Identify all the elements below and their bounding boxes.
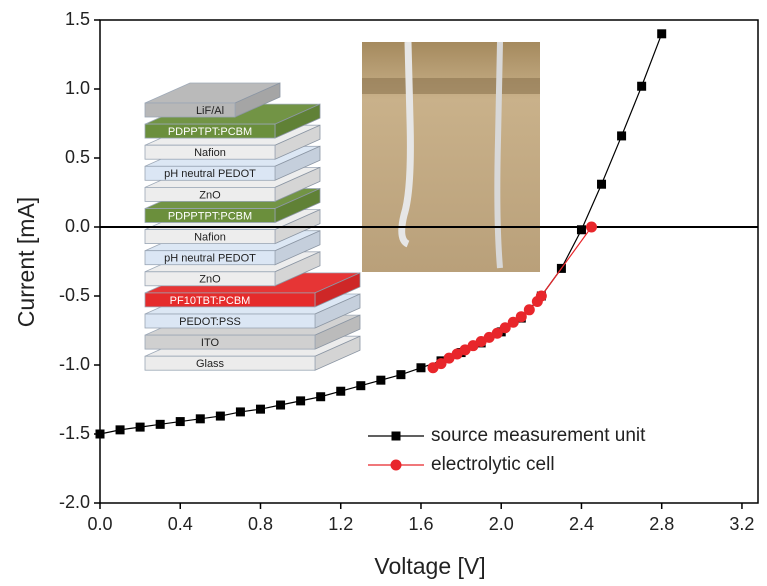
- layer-label: PEDOT:PSS: [179, 316, 241, 328]
- x-tick-label: 0.4: [168, 514, 193, 534]
- layer-front: [144, 123, 276, 139]
- data-point: [637, 81, 647, 91]
- data-point: [535, 290, 547, 302]
- x-tick-label: 1.6: [408, 514, 433, 534]
- data-point: [576, 225, 586, 235]
- x-tick-label: 2.4: [569, 514, 594, 534]
- layer-label: pH neutral PEDOT: [164, 253, 256, 265]
- data-point: [215, 411, 225, 421]
- photo-meniscus: [362, 78, 540, 94]
- layer-front: [144, 144, 276, 160]
- data-point: [235, 407, 245, 417]
- layer-front: [144, 208, 276, 223]
- y-tick-label: 0.0: [65, 216, 90, 236]
- layer-label: PF10TBT:PCBM: [170, 295, 251, 307]
- y-tick-label: -1.5: [59, 423, 90, 443]
- layer-label: Glass: [196, 358, 225, 370]
- data-point: [115, 425, 125, 435]
- x-tick-label: 2.0: [489, 514, 514, 534]
- data-point: [135, 422, 145, 432]
- device-stack: Glass ITO PEDOT:PSS PF10TBT:PCBM ZnO pH neutr…: [144, 82, 361, 371]
- layer-front: [144, 292, 316, 308]
- x-tick-label: 2.8: [649, 514, 674, 534]
- layer-front: [144, 271, 276, 287]
- layer-label: LiF/Al: [196, 105, 224, 117]
- data-point: [316, 392, 326, 402]
- data-point: [376, 375, 386, 385]
- data-point: [276, 400, 286, 410]
- data-point: [523, 304, 535, 316]
- y-tick-label: 0.5: [65, 147, 90, 167]
- y-tick-label: 1.5: [65, 9, 90, 29]
- x-tick-label: 0.0: [87, 514, 112, 534]
- y-tick-label: -0.5: [59, 285, 90, 305]
- data-point: [255, 404, 265, 414]
- data-point: [195, 414, 205, 424]
- layer-label: ZnO: [199, 274, 221, 286]
- legend-marker: [390, 459, 402, 471]
- layer-front: [144, 102, 236, 118]
- data-point: [435, 358, 447, 370]
- y-axis-label: Current [mA]: [13, 197, 39, 327]
- data-point: [491, 327, 503, 339]
- layer-front: [144, 229, 276, 245]
- layer-front: [144, 186, 276, 202]
- data-point: [499, 322, 511, 334]
- data-point: [416, 363, 426, 373]
- legend-label: electrolytic cell: [431, 454, 555, 475]
- data-point: [175, 417, 185, 427]
- layer-label: Nafion: [194, 147, 226, 159]
- y-tick-label: -1.0: [59, 354, 90, 374]
- data-point: [155, 419, 165, 429]
- x-tick-label: 3.2: [729, 514, 754, 534]
- data-point: [617, 131, 627, 141]
- data-point: [515, 311, 527, 323]
- layer-label: ITO: [201, 337, 220, 349]
- x-tick-label: 1.2: [328, 514, 353, 534]
- layer-label: PDPPTPT:PCBM: [168, 210, 252, 222]
- data-point: [336, 386, 346, 396]
- layer-front: [144, 334, 316, 350]
- electrode-wire: [494, 41, 503, 269]
- layer-label: Nafion: [194, 232, 226, 244]
- x-axis-label: Voltage [V]: [374, 553, 485, 579]
- layer-label: ZnO: [199, 189, 221, 201]
- x-tick-label: 0.8: [248, 514, 273, 534]
- data-point: [507, 316, 519, 328]
- data-point: [597, 179, 607, 189]
- data-point: [95, 429, 105, 439]
- y-tick-label: 1.0: [65, 78, 90, 98]
- data-point: [356, 381, 366, 391]
- layer-front: [144, 250, 276, 266]
- data-point: [296, 396, 306, 406]
- plot-frame: [99, 19, 759, 504]
- layer-front: [144, 355, 316, 371]
- layer-label: pH neutral PEDOT: [164, 168, 256, 180]
- data-point: [657, 29, 667, 39]
- photo-inset: [362, 41, 540, 272]
- photo-background: [362, 42, 540, 272]
- electrode-wire: [398, 41, 414, 248]
- layer: LiF/Al: [144, 82, 281, 118]
- layer-front: [144, 165, 276, 181]
- layer-front: [144, 313, 316, 329]
- y-tick-label: -2.0: [59, 492, 90, 512]
- legend-label: source measurement unit: [431, 425, 646, 446]
- data-point: [396, 370, 406, 380]
- data-point: [585, 221, 597, 233]
- layer-label: PDPPTPT:PCBM: [168, 126, 252, 138]
- legend-marker: [391, 431, 401, 441]
